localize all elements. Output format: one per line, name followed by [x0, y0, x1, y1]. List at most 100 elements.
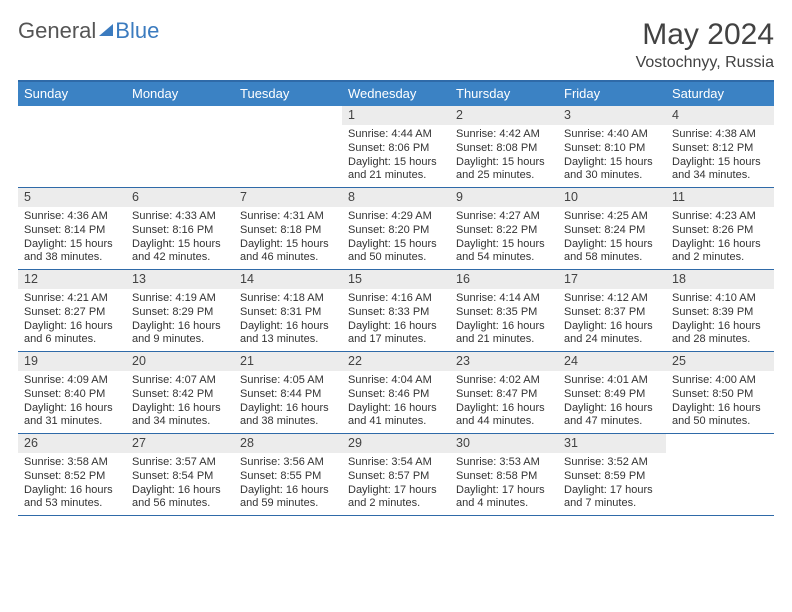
daylight-text: Daylight: 15 hours and 58 minutes. [564, 238, 660, 266]
sunrise-text: Sunrise: 3:57 AM [132, 456, 228, 470]
daylight-text: Daylight: 16 hours and 34 minutes. [132, 402, 228, 430]
calendar-day: 17Sunrise: 4:12 AMSunset: 8:37 PMDayligh… [558, 270, 666, 351]
day-number: 22 [342, 352, 450, 371]
daylight-text: Daylight: 15 hours and 54 minutes. [456, 238, 552, 266]
calendar: Sunday Monday Tuesday Wednesday Thursday… [18, 80, 774, 516]
sunset-text: Sunset: 8:27 PM [24, 306, 120, 320]
calendar-day: 13Sunrise: 4:19 AMSunset: 8:29 PMDayligh… [126, 270, 234, 351]
sunrise-text: Sunrise: 4:44 AM [348, 128, 444, 142]
calendar-week: 26Sunrise: 3:58 AMSunset: 8:52 PMDayligh… [18, 434, 774, 516]
daylight-text: Daylight: 15 hours and 50 minutes. [348, 238, 444, 266]
sunset-text: Sunset: 8:12 PM [672, 142, 768, 156]
day-body: Sunrise: 4:33 AMSunset: 8:16 PMDaylight:… [126, 207, 234, 269]
daylight-text: Daylight: 16 hours and 47 minutes. [564, 402, 660, 430]
calendar-day: 18Sunrise: 4:10 AMSunset: 8:39 PMDayligh… [666, 270, 774, 351]
day-number: 27 [126, 434, 234, 453]
daylight-text: Daylight: 16 hours and 59 minutes. [240, 484, 336, 512]
sunset-text: Sunset: 8:39 PM [672, 306, 768, 320]
day-number: 13 [126, 270, 234, 289]
calendar-day: 28Sunrise: 3:56 AMSunset: 8:55 PMDayligh… [234, 434, 342, 515]
location-subtitle: Vostochnyy, Russia [636, 54, 774, 72]
sunrise-text: Sunrise: 4:00 AM [672, 374, 768, 388]
day-number: 14 [234, 270, 342, 289]
daylight-text: Daylight: 16 hours and 38 minutes. [240, 402, 336, 430]
day-number: 24 [558, 352, 666, 371]
daylight-text: Daylight: 15 hours and 34 minutes. [672, 156, 768, 184]
calendar-day: 21 Sunrise: 4:05 AMSunset: 8:44 PMDayligh… [234, 352, 342, 433]
sunset-text: Sunset: 8:37 PM [564, 306, 660, 320]
sunset-text: Sunset: 8:26 PM [672, 224, 768, 238]
sunset-text: Sunset: 8:44 PM [240, 388, 336, 402]
day-body: Sunrise: 4:07 AMSunset: 8:42 PMDaylight:… [126, 371, 234, 433]
day-body: Sunrise: 3:53 AMSunset: 8:58 PMDaylight:… [450, 453, 558, 515]
logo-triangle-icon [99, 24, 113, 36]
day-body: Sunrise: 3:54 AMSunset: 8:57 PMDaylight:… [342, 453, 450, 515]
sunrise-text: Sunrise: 4:19 AM [132, 292, 228, 306]
calendar-week: 5Sunrise: 4:36 AMSunset: 8:14 PMDaylight… [18, 188, 774, 270]
day-number: 30 [450, 434, 558, 453]
calendar-day: 6Sunrise: 4:33 AMSunset: 8:16 PMDaylight… [126, 188, 234, 269]
day-body: Sunrise: 3:56 AMSunset: 8:55 PMDaylight:… [234, 453, 342, 515]
day-body: Sunrise: 4:19 AMSunset: 8:29 PMDaylight:… [126, 289, 234, 351]
day-number: 7 [234, 188, 342, 207]
sunrise-text: Sunrise: 4:33 AM [132, 210, 228, 224]
sunset-text: Sunset: 8:35 PM [456, 306, 552, 320]
sunrise-text: Sunrise: 4:05 AM [240, 374, 336, 388]
sunrise-text: Sunrise: 4:16 AM [348, 292, 444, 306]
sunset-text: Sunset: 8:20 PM [348, 224, 444, 238]
header: General Blue May 2024 Vostochnyy, Russia [18, 18, 774, 72]
daylight-text: Daylight: 16 hours and 53 minutes. [24, 484, 120, 512]
sunset-text: Sunset: 8:42 PM [132, 388, 228, 402]
day-body: Sunrise: 4:04 AMSunset: 8:46 PMDaylight:… [342, 371, 450, 433]
daylight-text: Daylight: 16 hours and 44 minutes. [456, 402, 552, 430]
day-number: 28 [234, 434, 342, 453]
day-number: 21 [234, 352, 342, 371]
day-body: Sunrise: 4:36 AMSunset: 8:14 PMDaylight:… [18, 207, 126, 269]
sunrise-text: Sunrise: 4:27 AM [456, 210, 552, 224]
day-body [234, 125, 342, 183]
sunrise-text: Sunrise: 4:10 AM [672, 292, 768, 306]
sunrise-text: Sunrise: 3:58 AM [24, 456, 120, 470]
day-body: Sunrise: 4:40 AMSunset: 8:10 PMDaylight:… [558, 125, 666, 187]
day-number: 5 [18, 188, 126, 207]
day-number: 31 [558, 434, 666, 453]
calendar-day: 31Sunrise: 3:52 AMSunset: 8:59 PMDayligh… [558, 434, 666, 515]
daylight-text: Daylight: 17 hours and 2 minutes. [348, 484, 444, 512]
day-body: Sunrise: 4:29 AMSunset: 8:20 PMDaylight:… [342, 207, 450, 269]
calendar-day: 8Sunrise: 4:29 AMSunset: 8:20 PMDaylight… [342, 188, 450, 269]
daylight-text: Daylight: 16 hours and 31 minutes. [24, 402, 120, 430]
weekday-header: Wednesday [342, 82, 450, 106]
sunrise-text: Sunrise: 4:18 AM [240, 292, 336, 306]
day-number: 19 [18, 352, 126, 371]
calendar-day: 30Sunrise: 3:53 AMSunset: 8:58 PMDayligh… [450, 434, 558, 515]
day-number: 2 [450, 106, 558, 125]
logo-word2: Blue [115, 18, 159, 44]
day-body: Sunrise: 4:09 AMSunset: 8:40 PMDaylight:… [18, 371, 126, 433]
day-number: 20 [126, 352, 234, 371]
daylight-text: Daylight: 15 hours and 46 minutes. [240, 238, 336, 266]
weekday-header: Friday [558, 82, 666, 106]
sunset-text: Sunset: 8:10 PM [564, 142, 660, 156]
calendar-day: 23Sunrise: 4:02 AMSunset: 8:47 PMDayligh… [450, 352, 558, 433]
day-body: Sunrise: 3:58 AMSunset: 8:52 PMDaylight:… [18, 453, 126, 515]
calendar-day: 29Sunrise: 3:54 AMSunset: 8:57 PMDayligh… [342, 434, 450, 515]
sunrise-text: Sunrise: 4:25 AM [564, 210, 660, 224]
weekday-header: Monday [126, 82, 234, 106]
calendar-day: 24Sunrise: 4:01 AMSunset: 8:49 PMDayligh… [558, 352, 666, 433]
daylight-text: Daylight: 16 hours and 50 minutes. [672, 402, 768, 430]
sunrise-text: Sunrise: 4:38 AM [672, 128, 768, 142]
calendar-day [234, 106, 342, 187]
day-number: 12 [18, 270, 126, 289]
day-body: Sunrise: 4:10 AMSunset: 8:39 PMDaylight:… [666, 289, 774, 351]
sunrise-text: Sunrise: 4:12 AM [564, 292, 660, 306]
sunset-text: Sunset: 8:52 PM [24, 470, 120, 484]
sunset-text: Sunset: 8:59 PM [564, 470, 660, 484]
sunset-text: Sunset: 8:06 PM [348, 142, 444, 156]
sunset-text: Sunset: 8:33 PM [348, 306, 444, 320]
sunset-text: Sunset: 8:29 PM [132, 306, 228, 320]
sunset-text: Sunset: 8:49 PM [564, 388, 660, 402]
day-number [666, 434, 774, 453]
day-body: Sunrise: 4:00 AMSunset: 8:50 PMDaylight:… [666, 371, 774, 433]
daylight-text: Daylight: 15 hours and 42 minutes. [132, 238, 228, 266]
day-body: Sunrise: 4:14 AMSunset: 8:35 PMDaylight:… [450, 289, 558, 351]
